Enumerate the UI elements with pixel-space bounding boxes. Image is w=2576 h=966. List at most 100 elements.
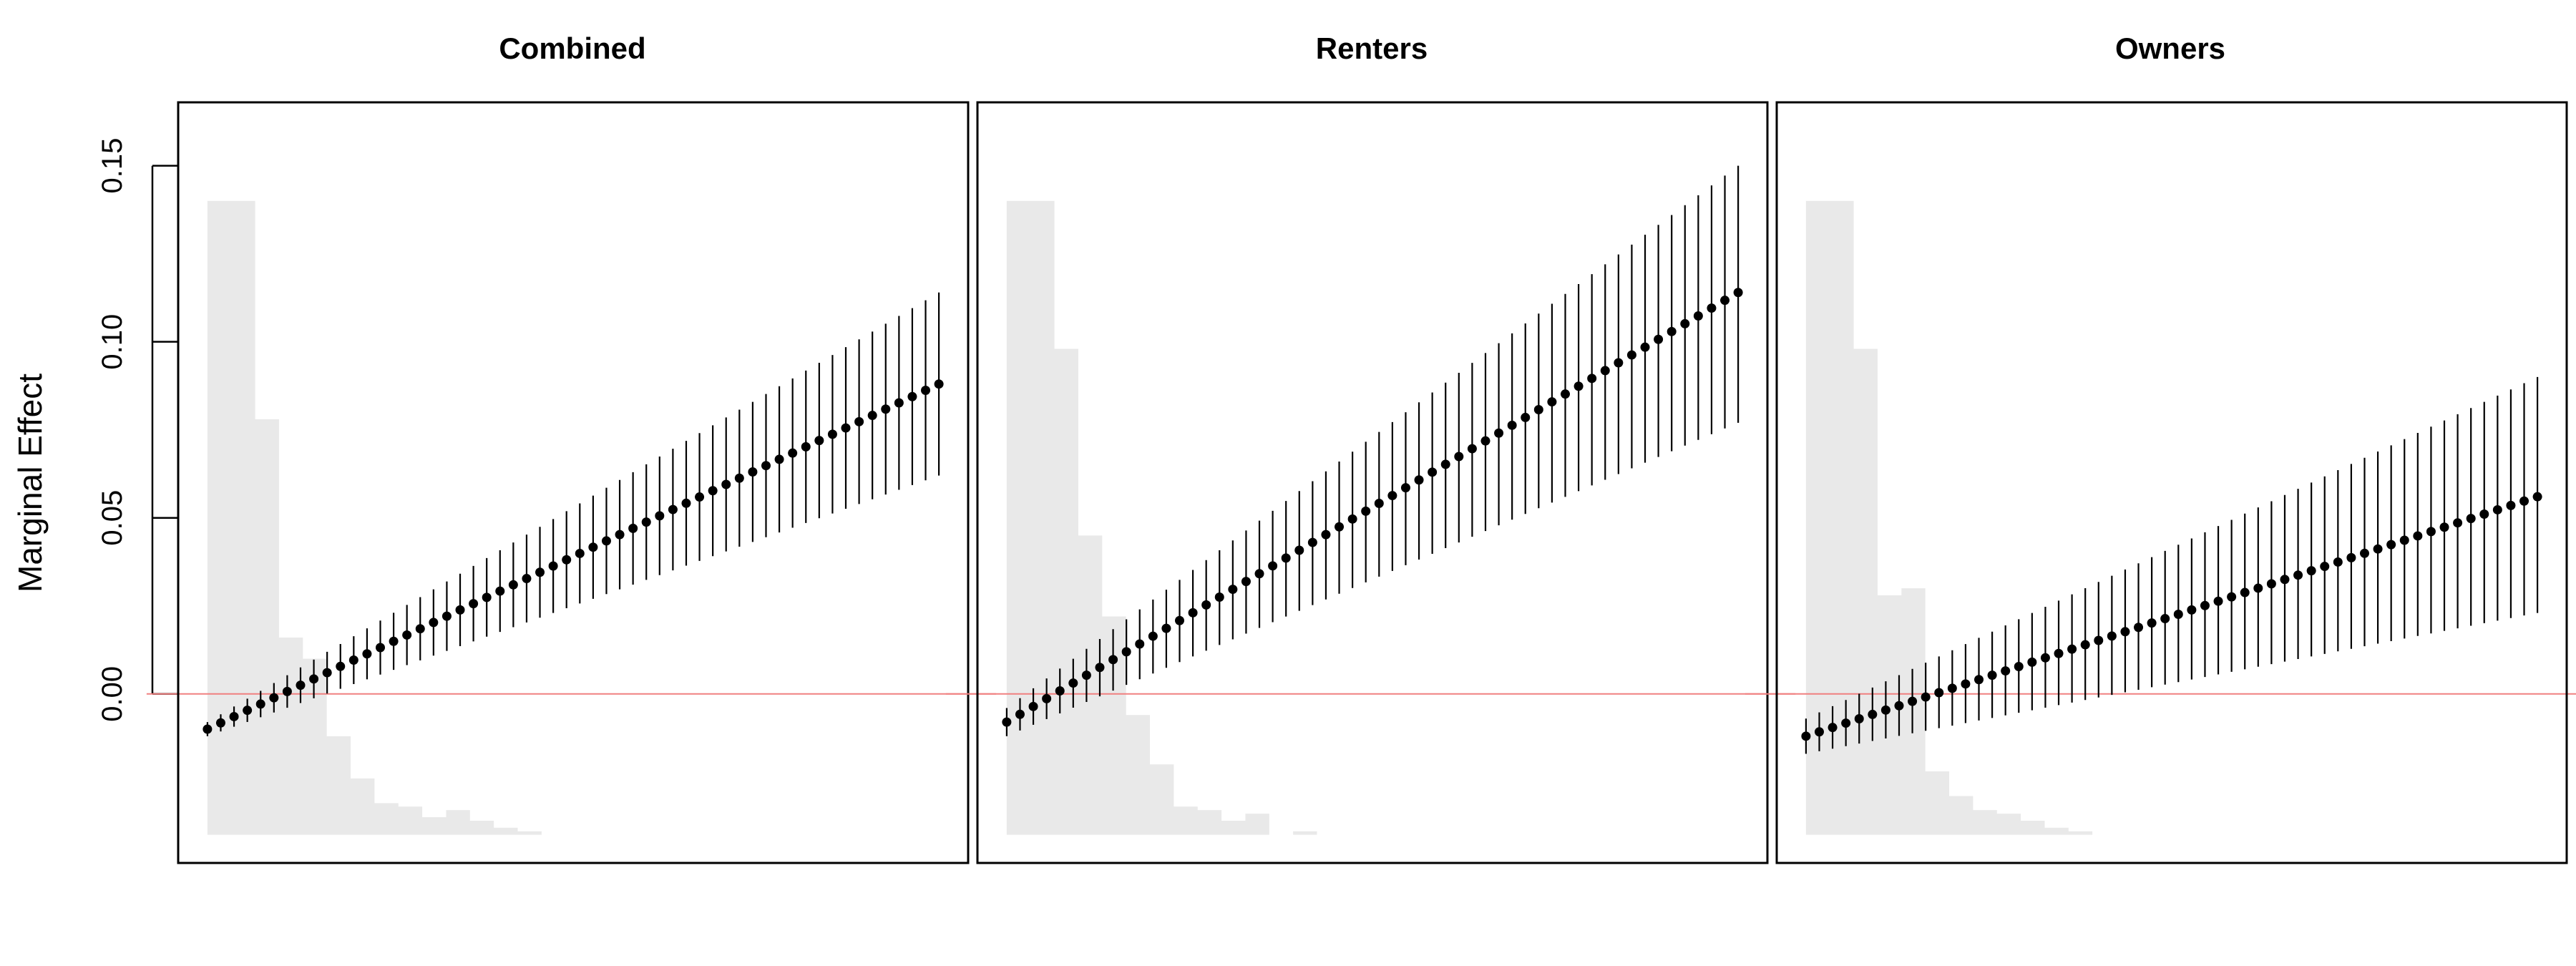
point-estimate — [2147, 618, 2157, 628]
point-estimate — [1961, 679, 1971, 689]
point-estimate — [615, 530, 625, 540]
point-estimate — [2466, 514, 2476, 524]
point-estimate — [1068, 678, 1078, 688]
point-estimate — [1814, 727, 1824, 737]
point-estimate — [548, 561, 558, 571]
point-estimate — [2001, 666, 2011, 676]
point-estimate — [734, 473, 744, 483]
point-estimate — [668, 504, 678, 514]
point-estimate — [1693, 311, 1703, 321]
point-estimate — [535, 567, 545, 577]
point-estimate — [2027, 657, 2037, 667]
point-estimate — [721, 479, 731, 489]
point-estimate — [2107, 631, 2117, 641]
point-estimate — [601, 536, 611, 546]
point-estimate — [1680, 318, 1690, 328]
point-estimate — [2266, 579, 2276, 589]
y-tick-label: 0.00 — [97, 666, 128, 722]
point-estimate — [495, 586, 505, 596]
point-estimate — [1161, 623, 1171, 633]
point-estimate — [841, 423, 851, 433]
panel-title-combined: Combined — [499, 31, 645, 65]
point-estimate — [1148, 631, 1158, 641]
point-estimate — [681, 498, 691, 508]
point-estimate — [2373, 544, 2383, 554]
point-estimate — [429, 618, 439, 628]
point-estimate — [2320, 562, 2330, 572]
point-estimate — [1733, 288, 1743, 298]
point-estimate — [1880, 705, 1890, 715]
y-tick-label: 0.15 — [97, 138, 128, 194]
point-estimate — [336, 661, 346, 671]
point-estimate — [814, 436, 824, 446]
point-estimate — [2080, 640, 2090, 650]
point-estimate — [761, 461, 771, 471]
point-estimate — [2173, 609, 2183, 619]
point-estimate — [1454, 452, 1464, 462]
point-estimate — [1254, 569, 1264, 579]
point-estimate — [2134, 623, 2144, 633]
point-estimate — [2439, 522, 2449, 532]
point-estimate — [2054, 648, 2064, 658]
point-estimate — [1614, 358, 1624, 368]
panel-renters: Renters — [945, 31, 1796, 864]
point-estimate — [2187, 605, 2197, 615]
point-estimate — [1547, 397, 1557, 407]
point-estimate — [1801, 731, 1811, 741]
point-estimate — [2399, 535, 2409, 545]
point-estimate — [322, 668, 332, 678]
point-estimate — [1533, 404, 1543, 414]
point-estimate — [1188, 608, 1198, 618]
point-estimate — [641, 517, 651, 527]
y-tick-label: 0.05 — [97, 490, 128, 546]
y-axis: 0.00 0.05 0.10 0.15 — [97, 138, 178, 722]
point-estimate — [1428, 467, 1438, 477]
point-estimate — [2280, 575, 2290, 585]
point-estimate — [2160, 614, 2170, 624]
point-estimate — [921, 385, 931, 395]
point-estimate — [2213, 596, 2223, 606]
point-estimate — [2094, 635, 2104, 645]
point-estimate — [1321, 530, 1331, 540]
y-tick-label: 0.10 — [97, 314, 128, 370]
panel-title-owners: Owners — [2115, 31, 2225, 65]
point-estimate — [455, 605, 465, 615]
point-estimate — [415, 624, 425, 634]
point-estimate — [1494, 428, 1504, 438]
point-estimate — [1081, 670, 1091, 680]
point-estimate — [907, 391, 917, 401]
point-estimate — [243, 706, 253, 716]
point-estimate — [748, 467, 758, 477]
point-estimate — [2519, 496, 2529, 506]
point-estimate — [402, 630, 412, 640]
point-estimate — [588, 542, 598, 552]
point-estimate — [1175, 615, 1185, 625]
point-estimate — [1228, 585, 1238, 595]
point-estimate — [1042, 693, 1052, 703]
point-estimate — [1868, 709, 1878, 719]
point-estimate — [269, 693, 279, 703]
point-estimate — [854, 416, 864, 426]
point-estimate — [1015, 709, 1025, 719]
point-estimate — [2426, 527, 2436, 537]
point-estimate — [2346, 552, 2356, 562]
point-estimate — [2067, 644, 2077, 654]
point-estimate — [2359, 548, 2369, 558]
point-estimate — [1921, 692, 1931, 702]
point-estimate — [708, 486, 718, 496]
point-estimate — [1347, 514, 1357, 524]
point-estimate — [1934, 688, 1944, 698]
point-estimate — [1028, 701, 1038, 711]
point-estimate — [2453, 518, 2463, 528]
point-estimate — [1947, 683, 1957, 693]
point-estimate — [1720, 296, 1730, 306]
point-estimate — [229, 711, 239, 721]
point-estimate — [1974, 675, 1984, 685]
point-estimate — [296, 680, 306, 691]
point-estimate — [1560, 389, 1570, 399]
density-histogram — [207, 200, 661, 835]
point-estimate — [376, 643, 386, 653]
point-estimate — [1002, 717, 1012, 727]
point-estimate — [695, 492, 705, 502]
point-estimate — [203, 724, 213, 734]
